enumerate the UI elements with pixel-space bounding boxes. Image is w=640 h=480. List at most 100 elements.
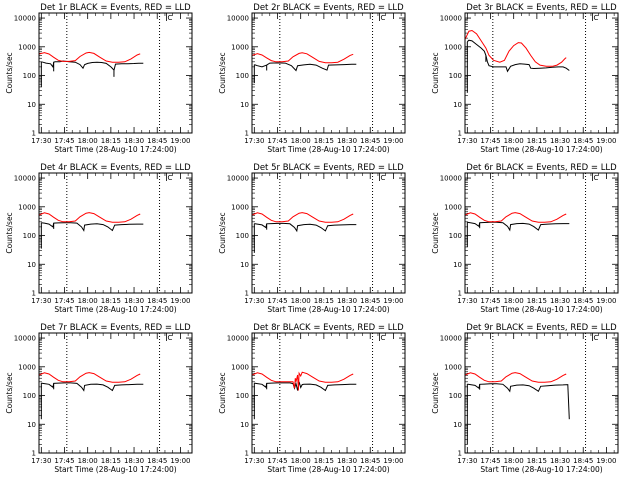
x-tick-label: 18:30	[124, 137, 144, 145]
plot-data	[39, 372, 144, 420]
series-lld-line	[252, 371, 354, 391]
x-tick-label: 18:15	[527, 457, 547, 465]
x-tick-label: 18:45	[147, 137, 167, 145]
y-axis-label: Counts/sec	[431, 212, 440, 253]
series-lld-line	[39, 372, 141, 383]
x-tick-label: 19:00	[383, 137, 403, 145]
y-tick-label: 1000	[444, 363, 462, 371]
x-axis-label: Start Time (28-Aug-10 17:24:00)	[267, 465, 389, 474]
x-axis-label: Start Time (28-Aug-10 17:24:00)	[267, 145, 389, 154]
x-tick-label: 18:45	[360, 457, 380, 465]
y-tick-label: 1	[32, 450, 36, 458]
x-tick-label: 18:30	[337, 457, 357, 465]
c-marker-label: C	[594, 334, 599, 342]
panel-det-9r: Det 9r BLACK = Events, RED = LLD 1 10 100 10…	[431, 323, 619, 474]
y-tick-label: 1	[245, 450, 249, 458]
y-tick-label: 100	[236, 232, 249, 240]
x-tick-label: 18:15	[314, 297, 334, 305]
x-axis-label: Start Time (28-Aug-10 17:24:00)	[54, 465, 176, 474]
x-tick-label: 17:45	[480, 137, 500, 145]
x-tick-label: 18:00	[78, 297, 98, 305]
x-tick-label: 18:15	[527, 297, 547, 305]
plot-data	[252, 371, 357, 420]
panel-title: Det 4r BLACK = Events, RED = LLD	[40, 163, 191, 173]
y-tick-label: 10000	[227, 15, 249, 23]
series-events-line	[254, 62, 357, 72]
y-tick-label: 1000	[231, 363, 249, 371]
x-tick-label: 19:00	[170, 137, 190, 145]
panel-title: Det 8r BLACK = Events, RED = LLD	[253, 323, 404, 333]
y-tick-label: 10000	[14, 175, 36, 183]
y-tick-label: 1000	[444, 43, 462, 51]
y-tick-label: 100	[449, 232, 462, 240]
panel-det-6r: Det 6r BLACK = Events, RED = LLD 1 10 100 10…	[431, 163, 619, 314]
plot-frame	[464, 332, 619, 454]
series-lld-line	[465, 212, 567, 223]
y-tick-label: 100	[449, 72, 462, 80]
plot-frame	[464, 12, 619, 134]
x-axis-label: Start Time (28-Aug-10 17:24:00)	[54, 145, 176, 154]
series-lld-line	[39, 51, 141, 63]
x-tick-label: 17:30	[457, 297, 477, 305]
c-marker-label: C	[168, 334, 173, 342]
x-tick-label: 18:45	[360, 137, 380, 145]
y-tick-label: 10	[27, 261, 36, 269]
y-tick-label: 10	[27, 421, 36, 429]
x-tick-label: 18:30	[337, 297, 357, 305]
x-tick-label: 17:45	[480, 297, 500, 305]
panel-title: Det 2r BLACK = Events, RED = LLD	[253, 3, 404, 13]
x-tick-label: 18:45	[573, 137, 593, 145]
panel-title: Det 6r BLACK = Events, RED = LLD	[466, 163, 617, 173]
plot-frame	[38, 332, 193, 454]
y-tick-label: 100	[449, 392, 462, 400]
y-axis-label: Counts/sec	[5, 52, 14, 93]
y-tick-label: 1000	[231, 203, 249, 211]
x-tick-label: 18:15	[527, 137, 547, 145]
y-tick-label: 10000	[440, 15, 462, 23]
y-tick-label: 10	[27, 101, 36, 109]
panel-title: Det 7r BLACK = Events, RED = LLD	[40, 323, 191, 333]
y-tick-label: 100	[23, 232, 36, 240]
series-lld-line	[465, 372, 567, 383]
y-tick-label: 100	[23, 72, 36, 80]
x-tick-label: 17:45	[267, 457, 287, 465]
x-tick-label: 17:45	[267, 297, 287, 305]
x-tick-label: 18:00	[78, 457, 98, 465]
panel-title: Det 3r BLACK = Events, RED = LLD	[466, 3, 617, 13]
y-axis-label: Counts/sec	[218, 52, 227, 93]
x-tick-label: 17:30	[244, 137, 264, 145]
series-events-line	[466, 39, 570, 73]
y-tick-label: 10	[240, 421, 249, 429]
c-marker-label: C	[168, 14, 173, 22]
x-tick-label: 18:30	[337, 137, 357, 145]
x-tick-label: 18:15	[314, 137, 334, 145]
x-tick-label: 17:45	[54, 137, 74, 145]
x-tick-label: 17:30	[457, 137, 477, 145]
y-tick-label: 1000	[18, 363, 36, 371]
x-tick-label: 17:30	[31, 137, 51, 145]
y-tick-label: 10000	[14, 15, 36, 23]
plot-data	[465, 29, 570, 93]
y-tick-label: 1	[458, 130, 462, 138]
x-tick-label: 18:15	[101, 297, 121, 305]
plot-frame	[251, 12, 406, 134]
plot-data	[39, 212, 144, 249]
x-tick-label: 18:00	[291, 457, 311, 465]
y-tick-label: 1	[458, 290, 462, 298]
x-axis-label: Start Time (28-Aug-10 17:24:00)	[480, 305, 602, 314]
y-tick-label: 10	[453, 421, 462, 429]
y-tick-label: 1000	[444, 203, 462, 211]
x-tick-label: 19:00	[596, 297, 616, 305]
x-tick-label: 18:00	[504, 457, 524, 465]
panel-title: Det 1r BLACK = Events, RED = LLD	[40, 3, 191, 13]
x-tick-label: 18:00	[291, 297, 311, 305]
plot-data	[252, 52, 357, 83]
y-tick-label: 1	[245, 130, 249, 138]
y-tick-label: 1	[458, 450, 462, 458]
c-marker-label: C	[594, 14, 599, 22]
panel-title: Det 5r BLACK = Events, RED = LLD	[253, 163, 404, 173]
x-tick-label: 18:15	[101, 137, 121, 145]
x-tick-label: 19:00	[596, 457, 616, 465]
